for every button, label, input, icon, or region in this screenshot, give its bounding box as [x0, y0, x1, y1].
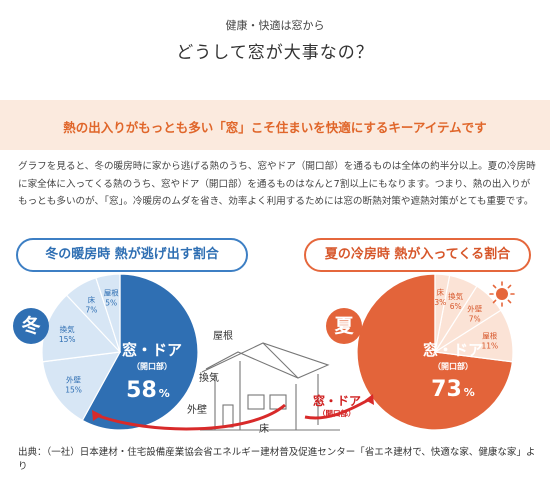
body-paragraph: グラフを見ると、冬の暖房時に家から逃げる熱のうち、窓やドア（開口部）を通るものは…	[18, 161, 536, 207]
source-note: 出典：（一社）日本建材・住宅設備産業協会省エネルギー建材普及促進センター「省エネ…	[18, 447, 536, 472]
summer-label-3: 換気	[448, 291, 463, 301]
house-illustration: 屋根 換気 外壁 床 窓・ドア （開口部）	[92, 329, 374, 435]
winter-label-3: 床	[88, 295, 96, 305]
winter-arrow-head	[92, 410, 102, 421]
house-label-window-door: 窓・ドア	[313, 393, 361, 408]
house-label-wall: 外壁	[187, 403, 207, 416]
page-subtitle: 健康・快適は窓から	[225, 19, 325, 32]
highlight-band	[0, 100, 550, 150]
summer-arrow	[304, 397, 371, 420]
winter-value-4: 5%	[105, 299, 117, 308]
summer-value-2: 7%	[469, 314, 481, 323]
winter-main-label: 窓・ドア	[122, 341, 182, 359]
summer-heading: 夏の冷房時 熱が入ってくる割合	[304, 238, 531, 272]
winter-heading: 冬の暖房時 熱が逃げ出す割合	[16, 238, 248, 272]
summer-main-label: 窓・ドア	[423, 341, 483, 359]
summer-arrow-head	[365, 394, 374, 405]
winter-arrow	[95, 403, 286, 431]
house-label-roof: 屋根	[213, 329, 233, 342]
winter-badge: 冬	[13, 308, 49, 344]
winter-slice-1	[41, 351, 122, 422]
summer-main-value: 73%	[431, 377, 475, 402]
page-title: どうして窓が大事なの？	[176, 43, 374, 63]
winter-slice-4	[95, 273, 121, 353]
summer-value-4: 3%	[434, 298, 446, 307]
summer-label-4: 床	[437, 287, 445, 297]
summer-label-2: 外壁	[467, 303, 482, 313]
winter-label-1: 外壁	[66, 375, 81, 385]
winter-slice-0	[81, 273, 199, 431]
highlight-text: 熱の出入りがもっとも多い「窓」こそ住まいを快適にするキーアイテムです	[63, 120, 487, 135]
house-label-ventilation: 換気	[199, 371, 219, 384]
winter-main-value: 58%	[126, 378, 170, 403]
summer-label-1: 屋根	[482, 331, 497, 341]
sun-icon	[489, 281, 515, 307]
winter-value-1: 15%	[65, 386, 82, 395]
winter-main-sublabel: （開口部）	[132, 361, 172, 371]
summer-main-sublabel: （開口部）	[433, 361, 473, 371]
summer-slice-4	[434, 273, 451, 353]
winter-value-3: 7%	[85, 306, 97, 315]
summer-value-1: 11%	[481, 342, 498, 351]
winter-label-4: 屋根	[104, 288, 119, 298]
winter-value-2: 15%	[59, 335, 76, 344]
winter-label-2: 換気	[60, 324, 75, 334]
house-label-floor: 床	[259, 422, 269, 435]
summer-badge: 夏	[326, 308, 362, 344]
summer-value-3: 6%	[450, 302, 462, 311]
